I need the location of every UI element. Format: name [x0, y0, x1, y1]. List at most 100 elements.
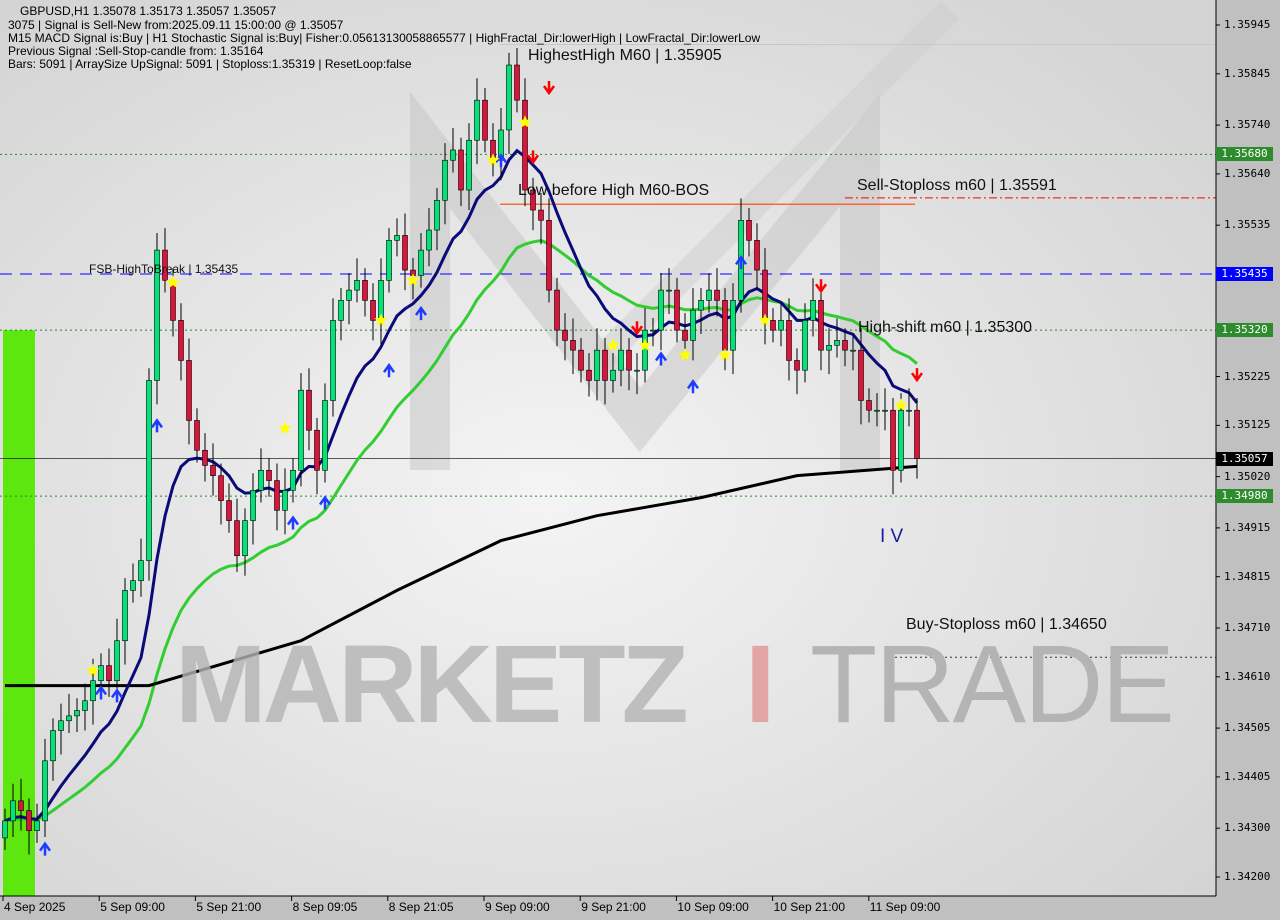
ma-slow-line: [5, 464, 918, 688]
candle: [826, 344, 832, 351]
candle: [242, 520, 248, 557]
candle: [690, 309, 696, 341]
candle: [714, 289, 720, 301]
sell-arrow-icon: [526, 150, 540, 165]
price-tick-label: 1.35945: [1224, 18, 1271, 31]
time-axis: [0, 896, 1216, 920]
star-icon: [278, 421, 292, 434]
highest-high-label: HighestHigh M60 | 1.35905: [528, 47, 722, 64]
buy-arrow-icon: [686, 379, 700, 394]
candle: [546, 220, 552, 291]
candle: [226, 500, 232, 521]
candle: [2, 820, 8, 839]
candle: [666, 289, 672, 292]
candle: [154, 249, 160, 381]
price-tick-label: 1.35740: [1224, 118, 1271, 132]
candle: [18, 800, 24, 811]
price-tick-label: 1.34915: [1224, 520, 1271, 534]
price-tick-label: 1.34405: [1224, 769, 1271, 783]
candle: [802, 320, 808, 371]
candle: [138, 560, 144, 581]
price-level-badge: 1.35435: [1216, 267, 1273, 281]
candle: [346, 289, 352, 301]
signal-info: 3075 | Signal is Sell-New from:2025.09.1…: [8, 18, 344, 32]
candle: [306, 389, 312, 431]
candle: [250, 490, 256, 521]
candle: [258, 469, 264, 491]
candle: [538, 209, 544, 221]
macd-info: M15 MACD Signal is:Buy | H1 Stochastic S…: [8, 31, 761, 45]
buy-arrow-icon: [734, 255, 748, 270]
candle: [818, 300, 824, 351]
candle: [442, 159, 448, 201]
price-tick-label: 1.35020: [1224, 469, 1271, 483]
candle: [770, 320, 776, 331]
star-icon: [638, 338, 652, 351]
watermark-text: MARKETZ: [175, 623, 689, 746]
candle: [834, 340, 840, 346]
candle: [106, 665, 112, 682]
candle: [778, 320, 784, 331]
sell-arrow-icon: [910, 368, 924, 383]
price-tick-label: 1.35845: [1224, 66, 1271, 80]
buy-arrow-icon: [286, 515, 300, 530]
candle: [210, 465, 216, 476]
candle: [890, 409, 896, 471]
candle: [82, 700, 88, 711]
candle: [594, 349, 600, 381]
price-tick-label: 1.34200: [1224, 869, 1271, 883]
candle: [450, 149, 456, 161]
candle: [586, 369, 592, 381]
buy-arrow-icon: [150, 418, 164, 433]
star-icon: [518, 115, 532, 128]
candle: [466, 139, 472, 191]
star-icon: [486, 153, 500, 166]
candle: [642, 329, 648, 371]
candle: [522, 99, 528, 191]
candle: [194, 420, 200, 451]
candle: [730, 300, 736, 351]
candle: [810, 300, 816, 321]
price-level-badge: 1.34980: [1216, 489, 1273, 504]
time-tick-label: 10 Sep 09:00: [677, 900, 749, 914]
candle: [658, 289, 664, 331]
sell-stoploss-label: Sell-Stoploss m60 | 1.35591: [857, 177, 1057, 194]
buy-arrow-icon: [414, 305, 428, 321]
price-tick-label: 1.34710: [1224, 620, 1271, 634]
price-level-badge: 1.35320: [1216, 323, 1273, 338]
price-tick-label: 1.34505: [1224, 721, 1271, 735]
time-tick-label: 8 Sep 09:05: [292, 900, 358, 914]
buy-arrow-icon: [38, 841, 52, 856]
star-icon: [678, 348, 692, 361]
time-tick-label: 9 Sep 21:00: [581, 900, 646, 914]
candle: [418, 249, 424, 276]
candle: [122, 590, 128, 641]
candle: [786, 320, 792, 361]
candle: [10, 800, 16, 822]
star-icon: [718, 348, 732, 361]
candle: [50, 730, 56, 762]
candle: [474, 99, 480, 141]
sell-arrow-icon: [630, 321, 644, 336]
candle: [626, 349, 632, 371]
candle: [330, 320, 336, 401]
candle: [794, 360, 800, 371]
watermark-bar: I: [745, 623, 775, 746]
candle: [570, 340, 576, 351]
candle: [266, 469, 272, 481]
candle: [130, 580, 136, 591]
candle: [26, 810, 32, 831]
candle: [842, 340, 848, 351]
candle: [602, 349, 608, 381]
candle: [674, 289, 680, 331]
candle: [178, 320, 184, 361]
candle: [682, 329, 688, 341]
sell-arrow-icon: [542, 80, 556, 96]
previous-signal: Previous Signal :Sell-Stop-candle from: …: [8, 44, 264, 58]
candle: [746, 220, 752, 241]
candle: [882, 409, 888, 412]
candle: [634, 369, 640, 372]
star-icon: [894, 398, 908, 411]
candle: [146, 380, 152, 561]
